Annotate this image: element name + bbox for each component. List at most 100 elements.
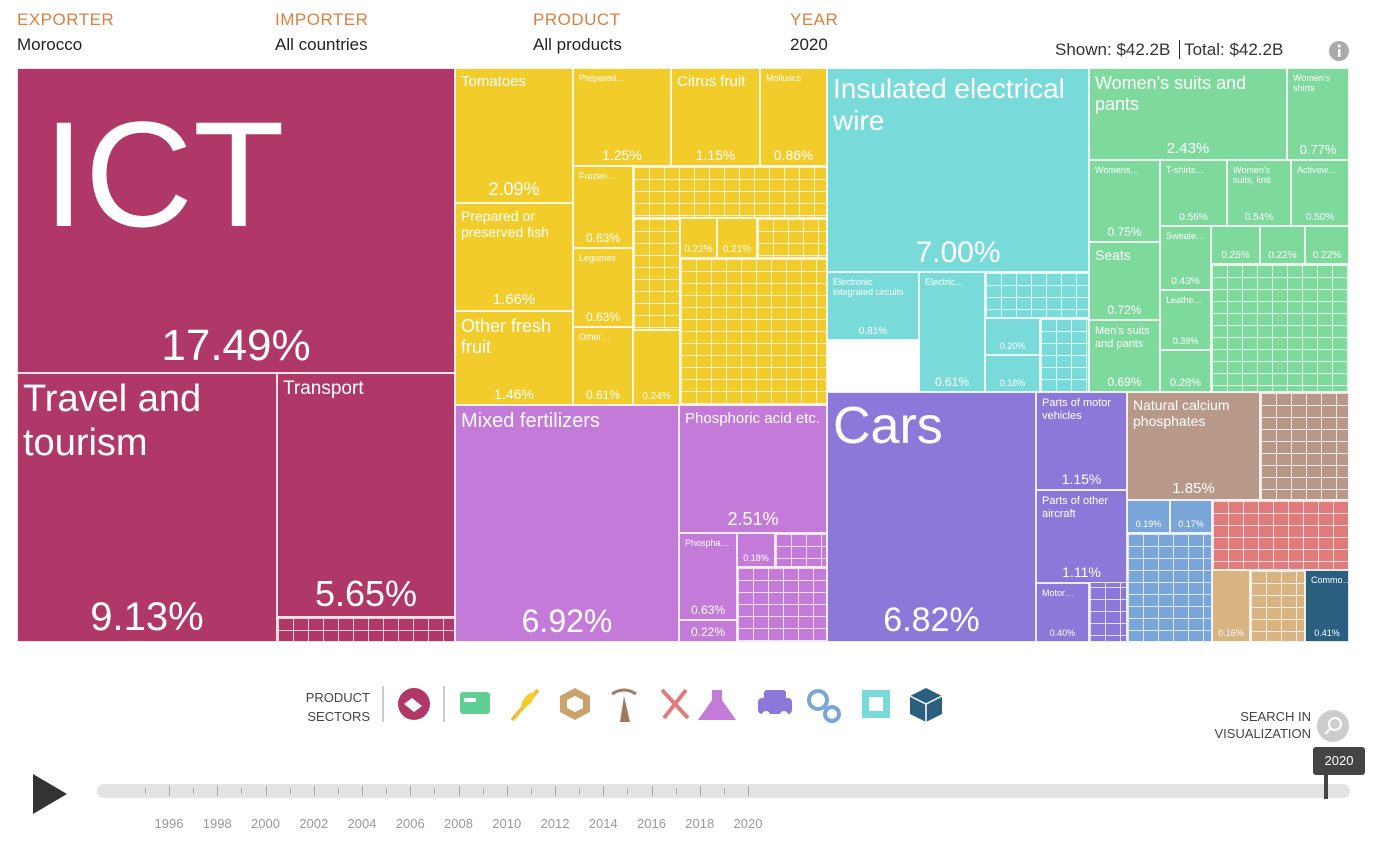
- stone-icon[interactable]: [560, 688, 590, 720]
- tile-share: 0.17%: [1178, 519, 1204, 530]
- services-icon[interactable]: [398, 688, 430, 720]
- total-value: $42.2B: [1229, 40, 1284, 59]
- treemap-tile[interactable]: Electric… 0.61%: [919, 272, 985, 392]
- treemap-tile[interactable]: Women's suits, knit 0.54%: [1227, 160, 1291, 226]
- treemap-tile[interactable]: 0.19%: [1127, 500, 1170, 533]
- minor-tiles: [985, 272, 1089, 318]
- minor-tick: [410, 786, 412, 796]
- tile-label: Parts of motor vehicles: [1042, 397, 1112, 422]
- tile-label: Other…: [579, 332, 611, 342]
- year-label[interactable]: 2012: [540, 816, 570, 831]
- year-label[interactable]: 2020: [733, 816, 763, 831]
- other-icon[interactable]: [909, 688, 943, 722]
- chemicals-icon[interactable]: [698, 690, 736, 720]
- tile-share: 6.92%: [521, 602, 613, 639]
- treemap-tile[interactable]: Commo… 0.41%: [1305, 570, 1349, 642]
- treemap-tile[interactable]: Sweate… 0.43%: [1160, 226, 1211, 290]
- treemap-tile[interactable]: 0.18%: [985, 355, 1040, 392]
- filter-value: All products: [533, 35, 622, 54]
- play-button[interactable]: [30, 772, 70, 816]
- treemap-tile[interactable]: 0.20%: [985, 318, 1040, 355]
- treemap-tile[interactable]: Parts of other aircraft 1.11%: [1036, 490, 1127, 583]
- year-label[interactable]: 2018: [685, 816, 715, 831]
- treemap-tile[interactable]: 0.28%: [1160, 350, 1211, 392]
- machinery-icon[interactable]: [807, 689, 841, 723]
- year-label[interactable]: 2010: [492, 816, 522, 831]
- minor-tick: [289, 788, 291, 794]
- treemap-tile[interactable]: 0.24%: [633, 330, 680, 405]
- year-label[interactable]: 2014: [588, 816, 618, 831]
- tile-label: Cars: [833, 397, 943, 455]
- minor-tick: [169, 786, 170, 796]
- treemap-tile[interactable]: Molluscs 0.86%: [760, 68, 827, 166]
- treemap-tile[interactable]: Electronic integrated circuits 0.81%: [827, 272, 919, 340]
- timeline-track[interactable]: [97, 784, 1350, 798]
- treemap-tile[interactable]: Cars 6.82%: [827, 392, 1036, 642]
- shown-value: $42.2B: [1116, 40, 1171, 59]
- search-button[interactable]: [1316, 709, 1350, 743]
- treemap-tile[interactable]: Other fresh fruit 1.46%: [455, 311, 573, 405]
- year-label[interactable]: 2008: [444, 816, 473, 831]
- year-label[interactable]: 2004: [347, 816, 377, 831]
- year-label[interactable]: 2016: [637, 816, 666, 831]
- treemap-tile[interactable]: 0.21%: [717, 218, 757, 258]
- tile-label: Motor…: [1042, 588, 1075, 598]
- agriculture-icon[interactable]: [510, 688, 540, 722]
- treemap-tile[interactable]: 0.22%: [1305, 226, 1349, 264]
- minerals-icon[interactable]: [611, 688, 637, 722]
- year-label[interactable]: 2000: [251, 816, 280, 831]
- treemap-tile[interactable]: 0.22%: [1260, 226, 1305, 264]
- electronics-icon[interactable]: [862, 690, 890, 718]
- treemap-tile[interactable]: Insulated electrical wire 7.00%: [827, 68, 1089, 272]
- tile-label: T-shirts…: [1166, 165, 1205, 175]
- treemap-tile[interactable]: Mixed fertilizers 6.92%: [455, 405, 679, 642]
- treemap-tile[interactable]: 0.18%: [737, 533, 775, 567]
- treemap-tile[interactable]: Phospha… 0.63%: [679, 533, 737, 620]
- treemap-tile[interactable]: ICT 17.49%: [17, 68, 455, 373]
- treemap-tile[interactable]: Other… 0.61%: [573, 327, 633, 405]
- timeline-handle[interactable]: [1324, 775, 1328, 799]
- tile-share: 0.50%: [1305, 212, 1335, 223]
- vehicles-icon[interactable]: [758, 690, 792, 719]
- treemap-tile[interactable]: Women's suits and pants 2.43%: [1089, 68, 1287, 160]
- treemap-tile[interactable]: Womens… 0.75%: [1089, 160, 1160, 242]
- textiles-icon[interactable]: [460, 692, 490, 714]
- treemap-tile[interactable]: Natural calcium phosphates 1.85%: [1127, 392, 1260, 500]
- year-label[interactable]: 2002: [299, 816, 329, 831]
- treemap-tile[interactable]: Leathe… 0.39%: [1160, 290, 1211, 350]
- treemap-tile[interactable]: Seats 0.72%: [1089, 242, 1160, 320]
- year-label[interactable]: 2006: [395, 816, 425, 831]
- treemap-tile[interactable]: Women's shirts 0.77%: [1287, 68, 1349, 160]
- treemap-tile[interactable]: Prepared or preserved fish 1.66%: [455, 203, 573, 311]
- filter-label: IMPORTER: [275, 10, 369, 29]
- tile-label: Seats: [1095, 247, 1131, 263]
- year-label[interactable]: 1998: [202, 816, 232, 831]
- treemap-tile[interactable]: Men's suits and pants 0.69%: [1089, 320, 1160, 392]
- treemap-tile[interactable]: Legumes 0.63%: [573, 248, 633, 327]
- treemap-tile[interactable]: Motor… 0.40%: [1036, 583, 1089, 642]
- tile-share: 9.13%: [90, 595, 204, 639]
- treemap-tile[interactable]: Transport 5.65%: [277, 373, 455, 617]
- tile-share: 0.43%: [1171, 276, 1200, 287]
- treemap-tile[interactable]: 0.16%: [1212, 570, 1250, 642]
- minor-tick: [144, 788, 146, 794]
- treemap-tile[interactable]: 0.22%: [679, 620, 737, 642]
- treemap-tile[interactable]: Frozen… 0.63%: [573, 166, 633, 248]
- treemap-tile[interactable]: Tomatoes 2.09%: [455, 68, 573, 203]
- treemap-tile[interactable]: T-shirts… 0.56%: [1160, 160, 1227, 226]
- treemap-tile[interactable]: 0.17%: [1170, 500, 1212, 533]
- treemap-tile[interactable]: Phosphoric acid etc. 2.51%: [679, 405, 827, 533]
- treemap-tile[interactable]: Parts of motor vehicles 1.15%: [1036, 392, 1127, 490]
- treemap-tile[interactable]: 0.22%: [680, 218, 717, 258]
- year-label[interactable]: 1996: [154, 816, 184, 831]
- tile-label: Parts of other aircraft: [1042, 495, 1109, 520]
- treemap-tile[interactable]: 0.25%: [1211, 226, 1260, 264]
- treemap-tile[interactable]: Travel and tourism 9.13%: [17, 373, 277, 642]
- info-icon[interactable]: [1328, 40, 1350, 62]
- treemap-tile[interactable]: Activew… 0.50%: [1291, 160, 1349, 226]
- totals: Shown: $42.2B Total: $42.2B: [1055, 40, 1283, 60]
- treemap-tile[interactable]: Citrus fruit 1.15%: [671, 68, 760, 166]
- tile-label: Sweate…: [1166, 231, 1206, 241]
- metals-icon[interactable]: [660, 688, 690, 720]
- treemap-tile[interactable]: Prepared… 1.25%: [573, 68, 671, 166]
